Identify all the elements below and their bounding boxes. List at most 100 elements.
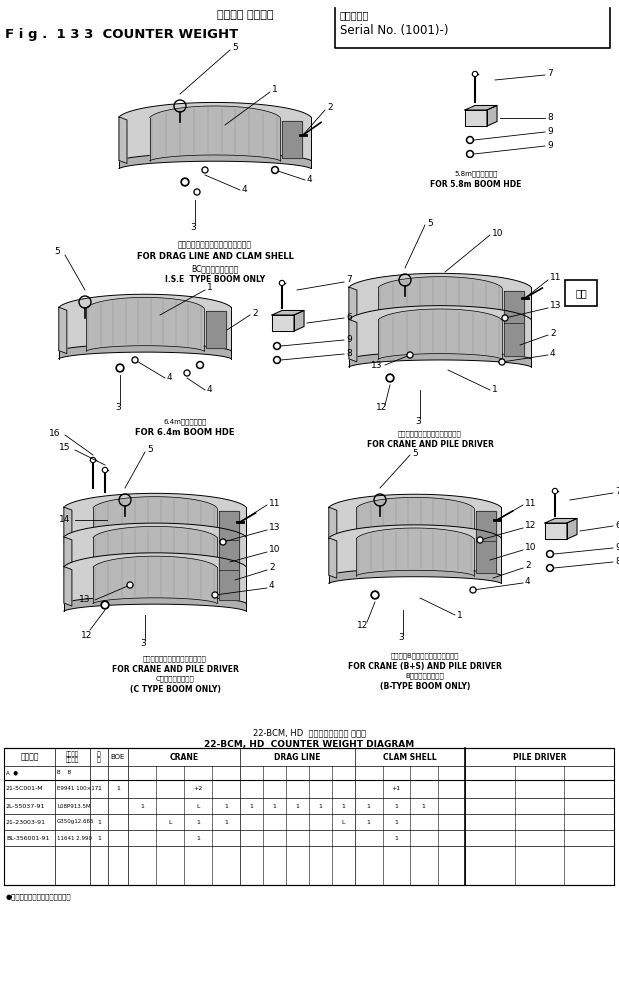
Circle shape bbox=[407, 352, 413, 358]
Polygon shape bbox=[59, 344, 231, 359]
Text: 6: 6 bbox=[346, 313, 352, 323]
Polygon shape bbox=[378, 309, 502, 359]
Circle shape bbox=[196, 191, 199, 194]
Text: 3: 3 bbox=[190, 224, 196, 233]
Circle shape bbox=[196, 362, 204, 369]
Circle shape bbox=[133, 359, 137, 362]
Polygon shape bbox=[64, 537, 72, 577]
Text: 1: 1 bbox=[422, 803, 426, 808]
Circle shape bbox=[275, 358, 279, 362]
Text: L: L bbox=[342, 820, 345, 825]
Circle shape bbox=[547, 550, 553, 557]
Text: G350g12.665: G350g12.665 bbox=[57, 820, 95, 825]
Text: 1: 1 bbox=[319, 803, 322, 808]
Text: クレーンおよびパイルドライバ用: クレーンおよびパイルドライバ用 bbox=[143, 655, 207, 661]
Text: 1: 1 bbox=[97, 836, 101, 841]
Circle shape bbox=[477, 537, 483, 543]
Text: 4: 4 bbox=[242, 185, 248, 195]
Text: 1: 1 bbox=[342, 803, 345, 808]
Circle shape bbox=[202, 167, 208, 173]
Circle shape bbox=[198, 363, 202, 367]
Text: +2: +2 bbox=[193, 786, 202, 791]
Circle shape bbox=[280, 281, 284, 284]
Polygon shape bbox=[206, 310, 225, 348]
Polygon shape bbox=[64, 523, 246, 574]
Text: 1: 1 bbox=[116, 786, 120, 791]
Text: 14: 14 bbox=[59, 515, 70, 524]
Text: 4: 4 bbox=[525, 577, 530, 586]
Text: 12: 12 bbox=[357, 622, 369, 630]
Polygon shape bbox=[282, 121, 302, 158]
Text: Cタイプブームのみ: Cタイプブームのみ bbox=[155, 675, 194, 681]
Polygon shape bbox=[349, 320, 357, 362]
Polygon shape bbox=[349, 352, 531, 367]
Circle shape bbox=[90, 458, 95, 463]
Text: 対象機械
仕様番号: 対象機械 仕様番号 bbox=[66, 751, 79, 763]
Polygon shape bbox=[219, 540, 239, 571]
Circle shape bbox=[548, 566, 552, 570]
Text: 5: 5 bbox=[54, 248, 60, 256]
Text: ●印品は一般品のため記入せず。: ●印品は一般品のため記入せず。 bbox=[6, 893, 72, 899]
Text: 3: 3 bbox=[140, 638, 146, 647]
Text: +1: +1 bbox=[392, 786, 401, 791]
Circle shape bbox=[220, 539, 226, 545]
Polygon shape bbox=[329, 507, 337, 547]
Text: 3: 3 bbox=[398, 633, 404, 642]
Polygon shape bbox=[349, 305, 531, 359]
Text: 2: 2 bbox=[269, 563, 275, 573]
Text: FOR CRANE AND PILE DRIVER: FOR CRANE AND PILE DRIVER bbox=[366, 440, 493, 449]
Text: 1: 1 bbox=[394, 820, 398, 825]
Text: （適用号機: （適用号機 bbox=[340, 10, 370, 20]
Text: 9: 9 bbox=[547, 127, 553, 136]
Circle shape bbox=[499, 359, 505, 365]
Text: 13: 13 bbox=[79, 596, 90, 605]
Circle shape bbox=[273, 168, 277, 172]
Circle shape bbox=[127, 582, 133, 588]
Text: 1: 1 bbox=[457, 611, 463, 620]
Text: 9: 9 bbox=[615, 543, 619, 552]
Polygon shape bbox=[119, 103, 311, 160]
Circle shape bbox=[553, 489, 558, 494]
Polygon shape bbox=[487, 106, 497, 126]
Text: 1: 1 bbox=[97, 786, 101, 791]
Circle shape bbox=[468, 138, 472, 142]
Circle shape bbox=[212, 592, 218, 598]
Polygon shape bbox=[87, 297, 204, 351]
Text: I.S.E  TYPE BOOM ONLY: I.S.E TYPE BOOM ONLY bbox=[165, 275, 265, 284]
Text: 12: 12 bbox=[81, 630, 93, 639]
Text: 11: 11 bbox=[525, 499, 537, 507]
Polygon shape bbox=[475, 541, 496, 573]
Text: 21-23003-91: 21-23003-91 bbox=[6, 820, 46, 825]
Text: 6: 6 bbox=[615, 521, 619, 530]
Circle shape bbox=[132, 357, 138, 363]
Text: 22-BCM, HD  カウンタウエイト 組立要: 22-BCM, HD カウンタウエイト 組立要 bbox=[253, 728, 366, 737]
Text: ドラグラインおよびグラムシェル用: ドラグラインおよびグラムシェル用 bbox=[178, 240, 252, 249]
Polygon shape bbox=[59, 307, 67, 354]
Text: 1: 1 bbox=[224, 803, 228, 808]
Circle shape bbox=[181, 178, 189, 186]
Text: BCタイプブームのみ: BCタイプブームのみ bbox=[191, 264, 239, 273]
Polygon shape bbox=[119, 117, 127, 163]
Polygon shape bbox=[64, 596, 246, 611]
Polygon shape bbox=[272, 310, 304, 314]
Text: 1: 1 bbox=[97, 820, 101, 825]
Polygon shape bbox=[150, 106, 280, 161]
Text: 13: 13 bbox=[269, 523, 280, 532]
Text: CLAM SHELL: CLAM SHELL bbox=[383, 753, 437, 761]
Polygon shape bbox=[357, 528, 474, 576]
Polygon shape bbox=[475, 511, 496, 542]
Polygon shape bbox=[294, 310, 304, 331]
Text: 1: 1 bbox=[196, 820, 200, 825]
Polygon shape bbox=[93, 556, 217, 604]
Text: 新品: 新品 bbox=[575, 288, 587, 298]
Circle shape bbox=[194, 190, 200, 195]
Text: DRAG LINE: DRAG LINE bbox=[274, 753, 321, 761]
Circle shape bbox=[222, 540, 225, 543]
Text: 1: 1 bbox=[295, 803, 300, 808]
Text: F i g .  1 3 3  COUNTER WEIGHT: F i g . 1 3 3 COUNTER WEIGHT bbox=[5, 28, 238, 41]
Text: 11641 2.990: 11641 2.990 bbox=[57, 836, 92, 841]
Text: 6.4mブームのみ用: 6.4mブームのみ用 bbox=[163, 418, 207, 424]
Polygon shape bbox=[59, 294, 231, 351]
Text: 9: 9 bbox=[547, 141, 553, 150]
Text: 1: 1 bbox=[272, 803, 277, 808]
